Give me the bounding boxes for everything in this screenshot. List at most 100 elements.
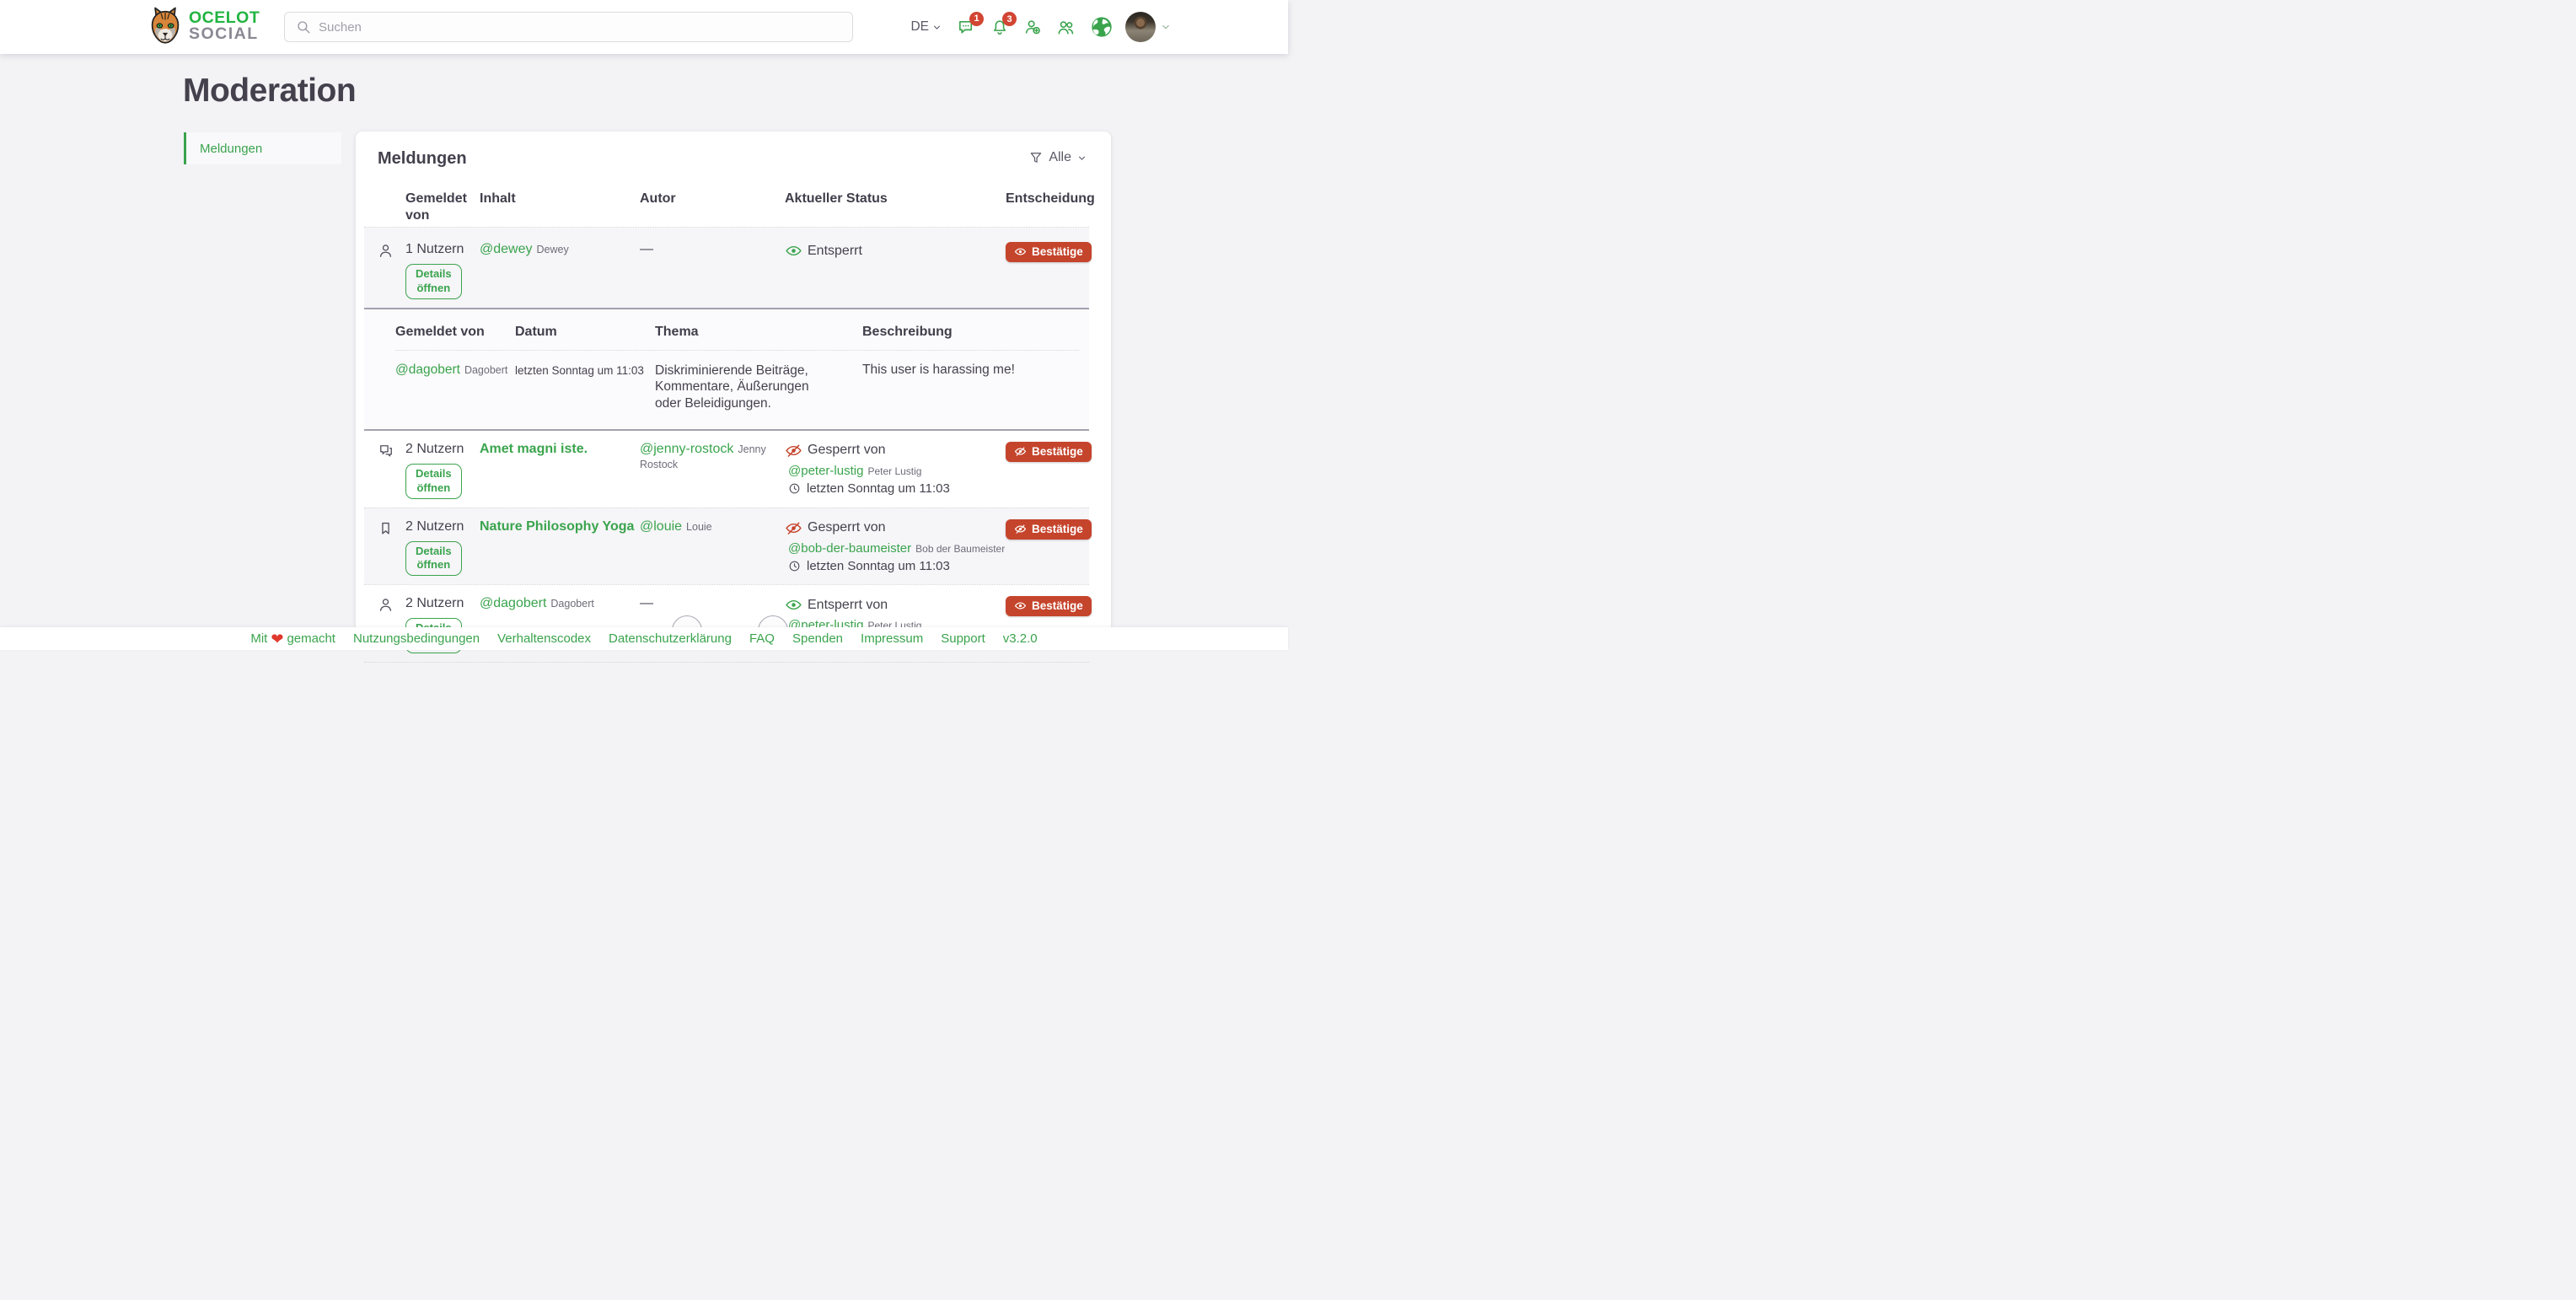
clock-icon <box>788 560 801 572</box>
report-row: 1 Nutzern Details öffnen @dewey Dewey — E… <box>364 228 1092 308</box>
open-details-button[interactable]: Details öffnen <box>405 463 462 499</box>
moderator-link[interactable]: @bob-der-baumeister <box>788 540 912 556</box>
groups-button[interactable] <box>1056 18 1076 37</box>
footer-link-nutzungsbedingungen[interactable]: Nutzungsbedingungen <box>352 631 480 646</box>
report-details: Gemeldet von Datum Thema Beschreibung @d… <box>364 307 1089 431</box>
content-user-name: Dagobert <box>550 598 594 610</box>
footer-link-verhaltenscodex[interactable]: Verhaltenscodex <box>497 631 592 646</box>
content-user-link[interactable]: @dagobert <box>480 596 547 611</box>
moderator-name: Peter Lustig <box>867 465 922 477</box>
filter-label: Alle <box>1049 150 1071 164</box>
footer-link-spenden[interactable]: Spenden <box>792 631 844 646</box>
eye-off-icon <box>1014 445 1027 458</box>
bookmark-icon <box>378 520 394 536</box>
detail-column-reported-by: Gemeldet von <box>395 324 485 339</box>
open-details-button[interactable]: Details öffnen <box>405 264 462 299</box>
report-topic: Diskriminierende Beiträge, Kommentare, Ä… <box>655 363 809 411</box>
eye-icon <box>785 242 802 260</box>
author-link[interactable]: @jenny-rostock <box>640 441 734 456</box>
language-label: DE <box>910 19 929 34</box>
eye-off-icon <box>785 442 802 459</box>
report-row: 2 Nutzern Details öffnen Amet magni iste… <box>364 431 1092 508</box>
confirm-button[interactable]: Bestätige <box>1006 596 1092 617</box>
moderator-name: Bob der Baumeister <box>915 542 1006 555</box>
reported-by-count: 1 Nutzern <box>405 242 464 256</box>
column-author: Autor <box>640 191 676 206</box>
search-icon <box>296 19 311 35</box>
search-input[interactable] <box>319 19 852 35</box>
author-link[interactable]: @louie <box>640 518 683 534</box>
map-button[interactable] <box>1090 15 1114 39</box>
confirm-button[interactable]: Bestätige <box>1006 242 1092 262</box>
author-empty: — <box>640 242 653 256</box>
author-name: Louie <box>686 520 712 533</box>
add-user-button[interactable] <box>1023 18 1042 36</box>
report-description: This user is harassing me! <box>862 362 1015 377</box>
confirm-button[interactable]: Bestätige <box>1006 441 1092 462</box>
language-selector[interactable]: DE <box>910 19 942 35</box>
report-row: 2 Nutzern Details öffnen Nature Philosop… <box>364 507 1092 585</box>
eye-icon <box>785 596 802 614</box>
page-title: Moderation <box>183 73 357 109</box>
column-status: Aktueller Status <box>785 191 888 206</box>
table-header: Gemeldet von Inhalt Autor Aktueller Stat… <box>364 191 1095 228</box>
heart-icon: ❤ <box>271 630 284 647</box>
reporter-name: Dagobert <box>464 363 508 376</box>
status-label: Entsperrt <box>808 243 862 258</box>
logo[interactable]: OCELOT SOCIAL <box>148 7 260 45</box>
report-row: 2 Nutzern Details öffnen @dagobertDagobe… <box>364 584 1092 662</box>
chevron-down-icon <box>931 22 942 33</box>
sidebar: Meldungen <box>184 132 341 164</box>
footer-link-faq[interactable]: FAQ <box>749 631 775 646</box>
sidebar-item-meldungen[interactable]: Meldungen <box>184 132 341 164</box>
made-with-love: Mit ❤ gemacht <box>250 630 335 647</box>
messages-badge: 1 <box>969 11 984 26</box>
content-post-link[interactable]: Amet magni iste. <box>480 441 588 456</box>
confirm-button[interactable]: Bestätige <box>1006 518 1092 540</box>
author-empty: — <box>640 596 653 611</box>
comments-icon <box>378 443 394 459</box>
search-bar <box>284 12 853 42</box>
filter-icon <box>1028 150 1044 165</box>
column-decision: Entscheidung <box>1006 191 1095 206</box>
chevron-down-icon <box>1076 153 1087 164</box>
open-details-button[interactable]: Details öffnen <box>405 540 462 577</box>
clock-icon <box>788 482 801 495</box>
version-label: v3.2.0 <box>1002 631 1038 646</box>
messages-button[interactable]: 1 <box>957 11 984 37</box>
logo-text-social: SOCIAL <box>189 24 259 43</box>
reported-by-count: 2 Nutzern <box>405 518 464 534</box>
status-time: letzten Sonntag um 11:03 <box>807 558 950 573</box>
reports-panel: Meldungen Alle Gemeldet von Inhalt Autor… <box>356 132 1111 663</box>
detail-column-date: Datum <box>515 324 557 339</box>
panel-title: Meldungen <box>378 149 467 168</box>
notifications-button[interactable]: 3 <box>990 12 1017 36</box>
notifications-badge: 3 <box>1002 12 1017 26</box>
footer-link-datenschutzerklaerung[interactable]: Datenschutzerklärung <box>609 631 732 646</box>
report-date: letzten Sonntag um 11:03 <box>515 363 644 377</box>
detail-column-description: Beschreibung <box>862 324 953 339</box>
user-icon <box>378 243 394 259</box>
filter-dropdown[interactable]: Alle <box>1028 150 1087 165</box>
globe-icon <box>1090 15 1114 39</box>
moderator-link[interactable]: @peter-lustig <box>788 463 864 478</box>
eye-off-icon <box>1014 523 1027 535</box>
table-end-divider <box>364 662 1089 663</box>
footer: Mit ❤ gemacht Nutzungsbedingungen Verhal… <box>0 627 1288 650</box>
content-post-link[interactable]: Nature Philosophy Yoga <box>480 518 635 534</box>
avatar[interactable] <box>1125 12 1156 42</box>
status-label: Entsperrt von <box>808 597 888 612</box>
user-icon <box>378 597 394 613</box>
avatar-menu-chevron-icon[interactable] <box>1160 21 1172 33</box>
reported-by-count: 2 Nutzern <box>405 441 464 456</box>
footer-link-impressum[interactable]: Impressum <box>861 631 924 646</box>
content-user-link[interactable]: @dewey <box>480 242 533 256</box>
reporter-link[interactable]: @dagobert <box>395 362 460 377</box>
author-name: Jenny Rostock <box>640 443 766 470</box>
add-user-icon <box>1023 18 1042 36</box>
content-user-name: Dewey <box>536 244 569 255</box>
eye-icon <box>1014 599 1027 612</box>
detail-column-topic: Thema <box>655 324 699 339</box>
logo-text-ocelot: OCELOT <box>189 8 260 27</box>
footer-link-support[interactable]: Support <box>941 631 985 646</box>
